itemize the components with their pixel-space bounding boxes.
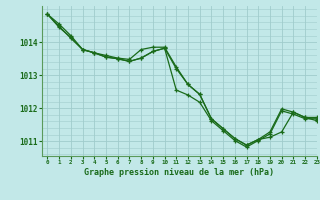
X-axis label: Graphe pression niveau de la mer (hPa): Graphe pression niveau de la mer (hPa) — [84, 168, 274, 177]
